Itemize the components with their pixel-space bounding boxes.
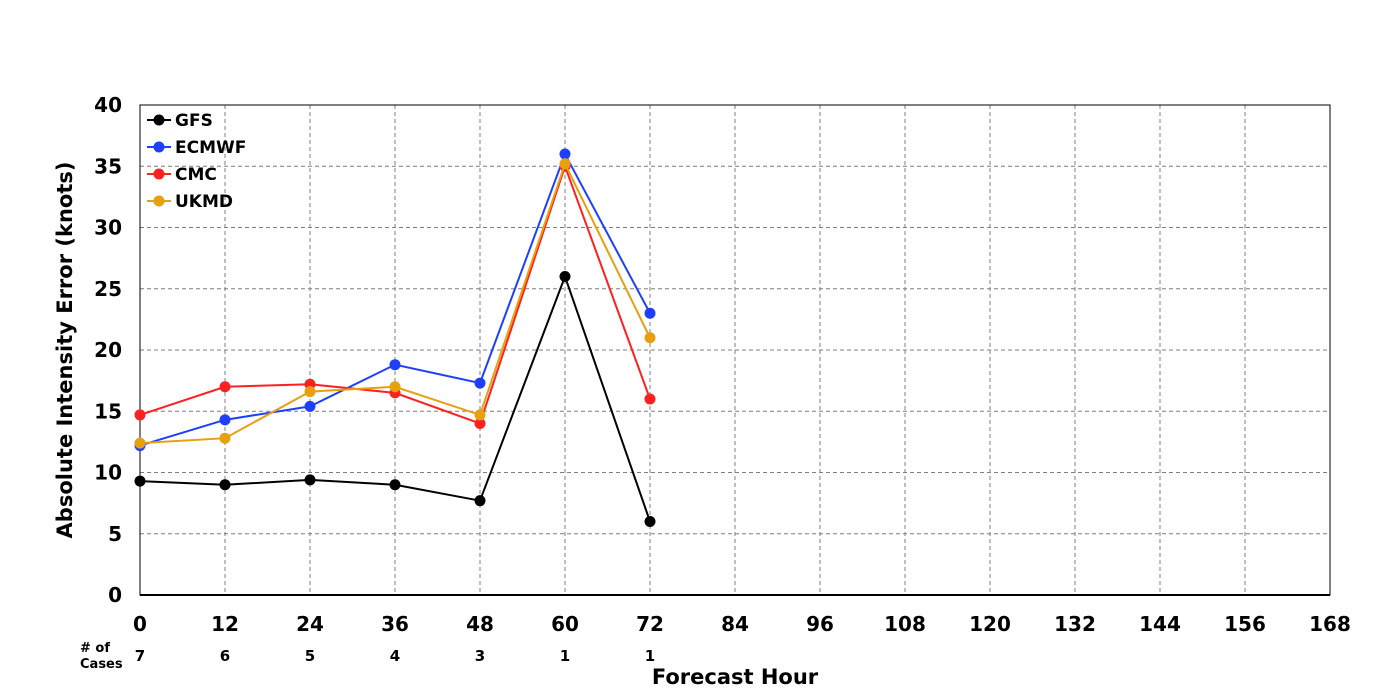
cases-count: 7: [135, 647, 145, 665]
data-point-cmc: [134, 409, 146, 421]
y-tick-label: 25: [94, 277, 122, 301]
data-point-gfs: [134, 475, 146, 487]
data-point-ecmwf: [304, 400, 316, 412]
x-tick-label: 144: [1139, 612, 1181, 636]
y-tick-label: 5: [108, 522, 122, 546]
cases-row: # of Cases 7 6 5 4 3 1 1: [80, 641, 655, 672]
data-point-ukmd: [389, 381, 401, 393]
data-point-ukmd: [644, 332, 656, 344]
y-tick-label: 30: [94, 216, 122, 240]
x-tick-label: 96: [806, 612, 834, 636]
cases-count: 6: [220, 647, 230, 665]
x-tick-label: 132: [1054, 612, 1096, 636]
legend-marker: [153, 114, 165, 126]
legend-marker: [153, 168, 165, 180]
data-point-cmc: [219, 381, 231, 393]
data-point-cmc: [644, 393, 656, 405]
data-point-ecmwf: [644, 307, 656, 319]
y-tick-label: 0: [108, 583, 122, 607]
x-tick-label: 120: [969, 612, 1011, 636]
y-tick-label: 35: [94, 154, 122, 178]
x-tick-label: 156: [1224, 612, 1266, 636]
data-point-gfs: [219, 479, 231, 491]
data-point-ukmd: [559, 158, 571, 170]
y-axis-title: Absolute Intensity Error (knots): [53, 162, 77, 539]
legend-marker: [153, 141, 165, 153]
series-ukmd: [134, 158, 656, 449]
data-point-ecmwf: [559, 148, 571, 160]
legend-item-cmc: CMC: [147, 165, 217, 185]
data-point-ukmd: [134, 437, 146, 449]
cases-count: 5: [305, 647, 315, 665]
legend-item-gfs: GFS: [147, 111, 213, 131]
legend-label: ECMWF: [175, 138, 246, 158]
x-tick-label: 168: [1309, 612, 1351, 636]
x-tick-label: 12: [211, 612, 239, 636]
y-tick-label: 40: [94, 93, 122, 117]
legend-label: CMC: [175, 165, 217, 185]
data-point-ukmd: [304, 386, 316, 398]
x-tick-label: 24: [296, 612, 324, 636]
y-tick-labels: 0 5 10 15 20 25 30 35 40: [94, 93, 122, 607]
data-point-ecmwf: [389, 359, 401, 371]
data-point-cmc: [474, 418, 486, 429]
legend: GFS ECMWF CMC UKMD: [147, 111, 246, 212]
x-axis-title: Forecast Hour: [652, 665, 819, 689]
x-tick-label: 72: [636, 612, 664, 636]
cases-count: 1: [645, 647, 655, 665]
x-tick-label: 108: [884, 612, 926, 636]
series-gfs: [134, 271, 656, 527]
y-tick-label: 20: [94, 338, 122, 362]
cases-count: 3: [475, 647, 485, 665]
x-tick-label: 36: [381, 612, 409, 636]
x-tick-label: 60: [551, 612, 579, 636]
legend-label: UKMD: [175, 192, 233, 212]
y-tick-label: 15: [94, 399, 122, 423]
data-point-gfs: [559, 271, 571, 282]
data-point-ecmwf: [474, 377, 486, 389]
data-point-gfs: [474, 495, 486, 507]
data-point-ecmwf: [219, 414, 231, 426]
series-lines: [134, 148, 656, 527]
legend-label: GFS: [175, 111, 213, 131]
legend-item-ukmd: UKMD: [147, 192, 233, 212]
cases-title: # of Cases: [80, 641, 123, 672]
data-point-gfs: [389, 479, 401, 491]
grid: [140, 105, 1330, 595]
x-tick-label: 84: [721, 612, 749, 636]
data-point-gfs: [644, 516, 656, 527]
data-point-ukmd: [474, 409, 486, 421]
legend-item-ecmwf: ECMWF: [147, 138, 246, 158]
x-tick-labels: 0 12 24 36 48 60 72 84 96 108 120 132 144 156 168: [133, 612, 1351, 636]
legend-marker: [153, 195, 165, 207]
y-tick-label: 10: [94, 461, 122, 485]
data-point-ukmd: [219, 432, 231, 444]
x-tick-label: 0: [133, 612, 147, 636]
data-point-gfs: [304, 474, 316, 486]
cases-count: 1: [560, 647, 570, 665]
x-tick-label: 48: [466, 612, 494, 636]
cases-count: 4: [390, 647, 400, 665]
